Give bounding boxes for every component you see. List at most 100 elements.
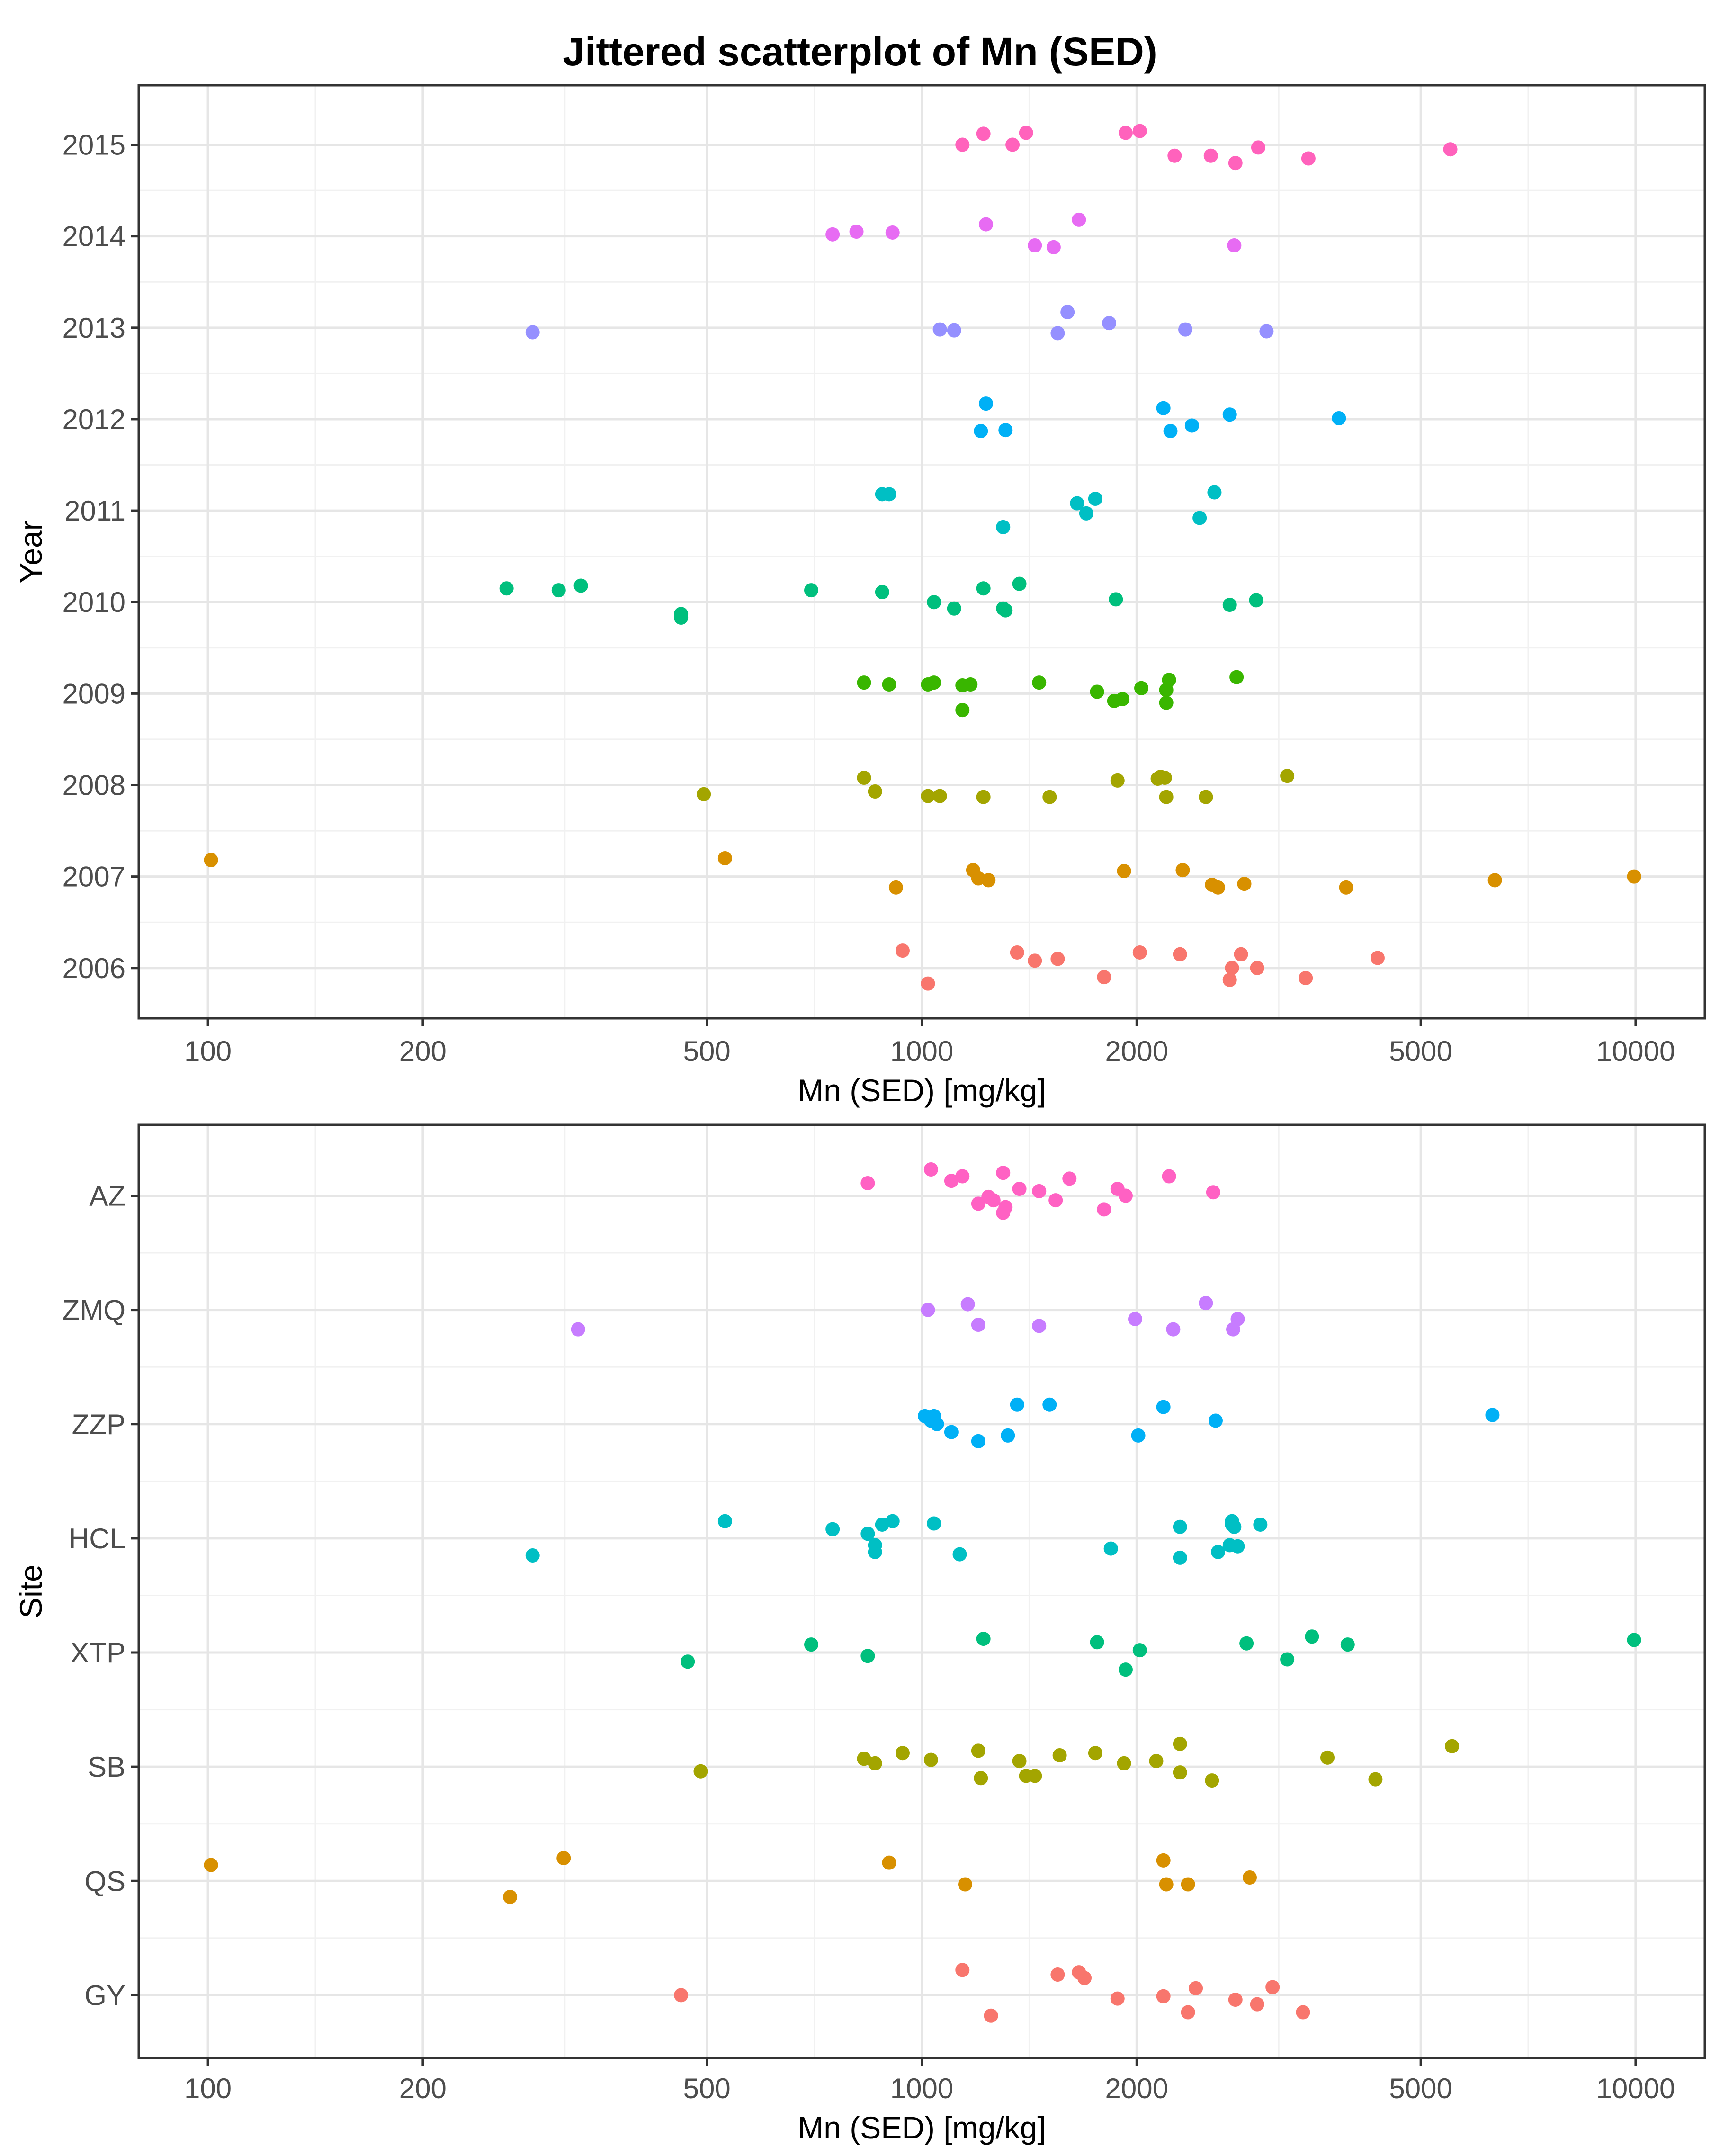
- data-point-GY: [1189, 1981, 1203, 1995]
- data-point-2013: [947, 323, 961, 338]
- data-point-2006: [1050, 952, 1065, 966]
- data-point-2007: [717, 851, 732, 866]
- data-point-QS: [1156, 1853, 1171, 1868]
- data-point-2010: [573, 578, 588, 593]
- data-point-HCL: [1173, 1519, 1187, 1534]
- data-point-GY: [1050, 1967, 1065, 1982]
- x-tick-label: 1000: [890, 2073, 953, 2104]
- data-point-2010: [499, 581, 514, 596]
- x-tick-label: 2000: [1105, 2073, 1168, 2104]
- data-point-AZ: [1062, 1171, 1077, 1186]
- data-point-GY: [1156, 1989, 1171, 2003]
- x-tick-label: 200: [399, 1035, 447, 1067]
- data-point-ZMQ: [1032, 1319, 1047, 1333]
- data-point-2014: [1072, 212, 1086, 227]
- data-point-2010: [1012, 576, 1027, 591]
- x-tick-label: 500: [683, 1035, 731, 1067]
- data-point-2007: [1175, 863, 1190, 878]
- data-point-ZZP: [1485, 1408, 1500, 1422]
- data-point-2009: [882, 677, 896, 692]
- data-point-SB: [1445, 1739, 1460, 1753]
- data-point-2010: [674, 607, 689, 621]
- y-tick-label: 2014: [63, 221, 125, 252]
- data-point-2011: [1192, 511, 1207, 525]
- y-tick-label: 2009: [63, 678, 125, 710]
- data-point-2010: [1222, 598, 1237, 612]
- data-point-XTP: [1118, 1662, 1133, 1677]
- data-point-2011: [1070, 496, 1084, 511]
- data-point-HCL: [525, 1548, 540, 1563]
- data-point-2006: [1225, 961, 1239, 975]
- data-point-2010: [976, 581, 991, 596]
- x-tick-label: 100: [184, 1035, 232, 1067]
- data-point-ZZP: [971, 1434, 985, 1448]
- data-point-2014: [979, 217, 994, 232]
- data-point-2012: [1156, 401, 1171, 415]
- data-point-2012: [974, 424, 988, 439]
- data-point-SB: [1320, 1750, 1335, 1765]
- data-point-2011: [996, 520, 1011, 534]
- data-point-HCL: [717, 1514, 732, 1528]
- data-point-2015: [1019, 126, 1033, 140]
- y-tick-label: HCL: [69, 1523, 125, 1554]
- data-point-ZZP: [1131, 1428, 1146, 1443]
- data-point-2009: [1134, 681, 1149, 695]
- data-point-QS: [958, 1877, 972, 1892]
- data-point-2007: [981, 873, 996, 888]
- data-point-2008: [921, 789, 935, 803]
- data-point-HCL: [868, 1545, 882, 1559]
- data-point-HCL: [927, 1516, 941, 1531]
- data-point-2006: [921, 976, 935, 991]
- data-point-2008: [1159, 790, 1174, 804]
- data-point-2010: [947, 601, 961, 616]
- data-point-XTP: [1132, 1643, 1147, 1658]
- data-point-2009: [1032, 675, 1047, 690]
- data-point-2009: [1162, 673, 1176, 687]
- data-point-2009: [1115, 692, 1130, 706]
- site-panel: 100 200 500 1000 2000 5000 10000 GY QS SB XTP HCL ZZ…: [13, 1123, 1706, 2145]
- y-tick-label: 2015: [63, 129, 125, 161]
- data-point-GY: [1296, 2005, 1310, 2020]
- data-point-ZZP: [930, 1417, 944, 1431]
- data-point-2015: [1251, 140, 1265, 155]
- data-point-2015: [1301, 151, 1316, 166]
- data-point-2012: [1184, 418, 1199, 433]
- data-point-AZ: [971, 1196, 985, 1211]
- data-point-2008: [932, 789, 947, 803]
- data-point-2013: [1102, 316, 1117, 331]
- data-point-2010: [927, 595, 941, 610]
- data-point-AZ: [1048, 1193, 1063, 1208]
- data-point-AZ: [1097, 1202, 1111, 1217]
- data-point-2010: [551, 583, 566, 598]
- data-point-GY: [984, 2008, 998, 2023]
- data-point-SB: [895, 1746, 910, 1761]
- data-point-GY: [1110, 1991, 1125, 2006]
- data-point-GY: [1265, 1980, 1280, 1994]
- data-point-2011: [1079, 506, 1093, 521]
- x-tick-label: 100: [184, 2073, 232, 2104]
- y-tick-label: XTP: [70, 1637, 125, 1669]
- data-point-SB: [1117, 1756, 1131, 1770]
- data-point-2013: [1050, 326, 1065, 341]
- y-tick-label: 2008: [63, 770, 125, 801]
- panel-border: [137, 84, 1706, 1020]
- data-point-XTP: [1627, 1633, 1641, 1647]
- data-point-ZZP: [1001, 1428, 1015, 1443]
- panel-border: [137, 1123, 1706, 2059]
- data-point-AZ: [944, 1174, 959, 1188]
- x-tick-label: 200: [399, 2073, 447, 2104]
- data-point-ZZP: [1208, 1413, 1223, 1428]
- data-point-AZ: [860, 1176, 875, 1190]
- data-point-QS: [1242, 1870, 1257, 1885]
- y-tick-label: 2010: [63, 586, 125, 618]
- data-point-2010: [804, 583, 818, 598]
- y-tick-label: GY: [84, 1979, 125, 2011]
- data-point-2011: [1207, 485, 1222, 500]
- data-point-2013: [932, 322, 947, 337]
- x-tick-label: 2000: [1105, 1035, 1168, 1067]
- data-point-ZMQ: [1166, 1322, 1181, 1337]
- data-point-GY: [1250, 1997, 1264, 2012]
- data-point-AZ: [998, 1200, 1013, 1214]
- data-point-2007: [1487, 873, 1502, 888]
- data-point-2013: [1178, 322, 1193, 337]
